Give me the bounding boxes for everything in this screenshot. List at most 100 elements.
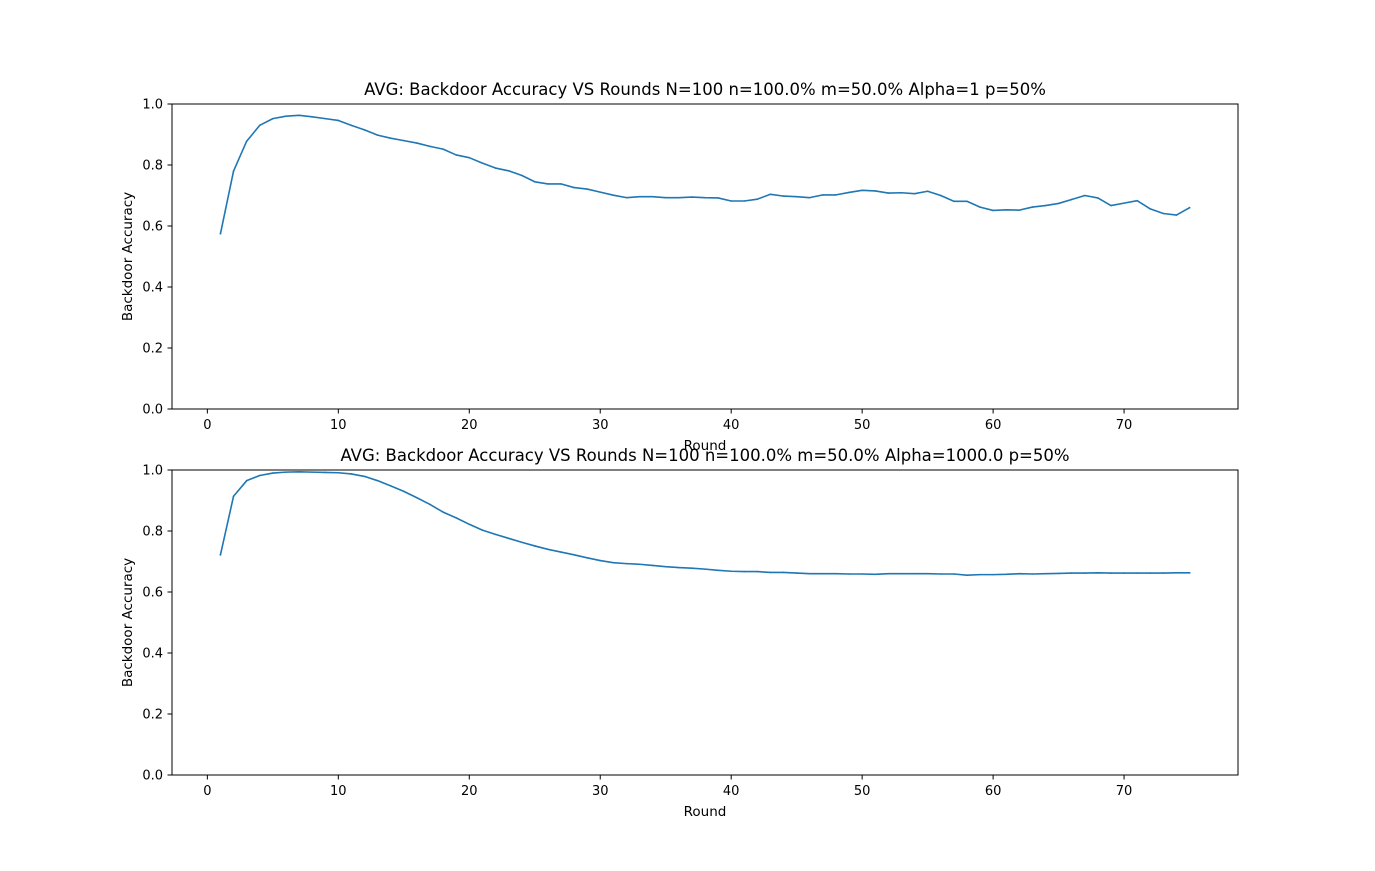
data-point xyxy=(717,197,719,199)
data-point xyxy=(258,474,261,477)
data-point xyxy=(219,232,222,235)
data-point xyxy=(717,569,719,572)
data-point xyxy=(664,196,667,199)
data-point xyxy=(285,471,287,473)
data-point xyxy=(481,529,484,531)
data-point xyxy=(808,572,811,575)
data-point xyxy=(494,167,497,169)
data-point xyxy=(520,541,523,544)
data-point xyxy=(245,479,248,482)
data-point xyxy=(743,570,746,573)
data-point xyxy=(416,142,418,144)
data-point xyxy=(350,473,353,475)
data-point xyxy=(730,200,732,202)
axes-frame xyxy=(171,103,1239,410)
data-point xyxy=(848,191,850,194)
data-point xyxy=(429,145,431,148)
x-tick-label: 60 xyxy=(985,418,1002,433)
data-point xyxy=(1044,572,1047,575)
data-point xyxy=(1070,198,1073,201)
data-point xyxy=(926,572,929,575)
x-tick-label: 0 xyxy=(203,784,211,799)
data-point xyxy=(953,200,955,203)
data-point xyxy=(468,523,471,526)
data-point xyxy=(861,573,863,575)
x-tick-label: 50 xyxy=(854,418,871,433)
data-point xyxy=(848,573,850,575)
data-point xyxy=(363,475,366,478)
data-point xyxy=(638,563,641,566)
data-point xyxy=(285,115,287,117)
data-point xyxy=(298,471,300,473)
data-point xyxy=(468,156,471,159)
y-tick-label: 0.0 xyxy=(142,769,163,784)
data-point xyxy=(599,191,602,193)
data-point xyxy=(913,572,916,575)
data-point xyxy=(337,119,340,122)
y-axis-label: Backdoor Accuracy xyxy=(120,192,136,321)
bottom-chart: AVG: Backdoor Accuracy VS Rounds N=100 n… xyxy=(120,446,1239,820)
y-tick-label: 1.0 xyxy=(142,98,163,113)
data-point xyxy=(376,479,379,482)
data-point xyxy=(953,573,955,575)
data-point xyxy=(1188,571,1191,574)
data-point xyxy=(1175,214,1178,216)
data-point xyxy=(533,180,536,183)
data-point xyxy=(769,193,772,196)
data-point xyxy=(782,571,785,574)
data-point xyxy=(389,137,392,139)
data-point xyxy=(979,206,981,208)
x-axis-label: Round xyxy=(684,804,727,820)
data-point xyxy=(298,114,300,117)
data-point xyxy=(1110,572,1112,574)
data-point xyxy=(560,183,562,185)
data-point xyxy=(612,561,615,564)
data-point xyxy=(245,140,248,143)
data-point xyxy=(939,573,942,575)
data-point xyxy=(874,573,877,576)
data-point xyxy=(1070,572,1073,574)
data-point xyxy=(455,154,457,156)
data-point xyxy=(1097,571,1099,574)
data-point xyxy=(612,194,615,196)
data-point xyxy=(455,517,457,519)
data-point xyxy=(337,471,340,474)
data-point xyxy=(900,572,903,575)
data-point xyxy=(324,471,327,474)
data-point xyxy=(1057,572,1060,575)
data-point xyxy=(795,572,798,574)
data-point xyxy=(1136,572,1138,574)
x-tick-label: 10 xyxy=(330,784,347,799)
data-point xyxy=(992,573,994,576)
data-point xyxy=(808,196,811,199)
y-tick-label: 0.4 xyxy=(142,281,163,296)
data-point xyxy=(1123,202,1125,204)
data-point xyxy=(1031,573,1034,575)
data-point xyxy=(403,490,405,493)
x-tick-label: 10 xyxy=(330,418,347,433)
data-point xyxy=(533,545,536,547)
data-point xyxy=(481,162,484,164)
top-chart: AVG: Backdoor Accuracy VS Rounds N=100 n… xyxy=(120,80,1239,454)
y-tick-label: 0.8 xyxy=(142,525,163,540)
data-point xyxy=(442,148,444,150)
data-point xyxy=(769,571,772,574)
data-point xyxy=(678,196,680,199)
data-point xyxy=(822,194,824,196)
data-point xyxy=(547,548,549,551)
data-point xyxy=(1018,209,1021,211)
chart-title: AVG: Backdoor Accuracy VS Rounds N=100 n… xyxy=(364,80,1046,99)
data-point xyxy=(560,551,562,553)
data-point xyxy=(1175,571,1178,574)
data-point xyxy=(1110,204,1112,207)
data-point xyxy=(311,116,313,118)
data-point xyxy=(1083,194,1086,197)
data-point xyxy=(1005,573,1007,576)
data-point xyxy=(1136,199,1138,202)
data-point xyxy=(1018,572,1021,575)
x-tick-label: 30 xyxy=(592,418,609,433)
data-point xyxy=(219,553,222,556)
data-point xyxy=(756,570,759,573)
data-point xyxy=(835,572,837,575)
